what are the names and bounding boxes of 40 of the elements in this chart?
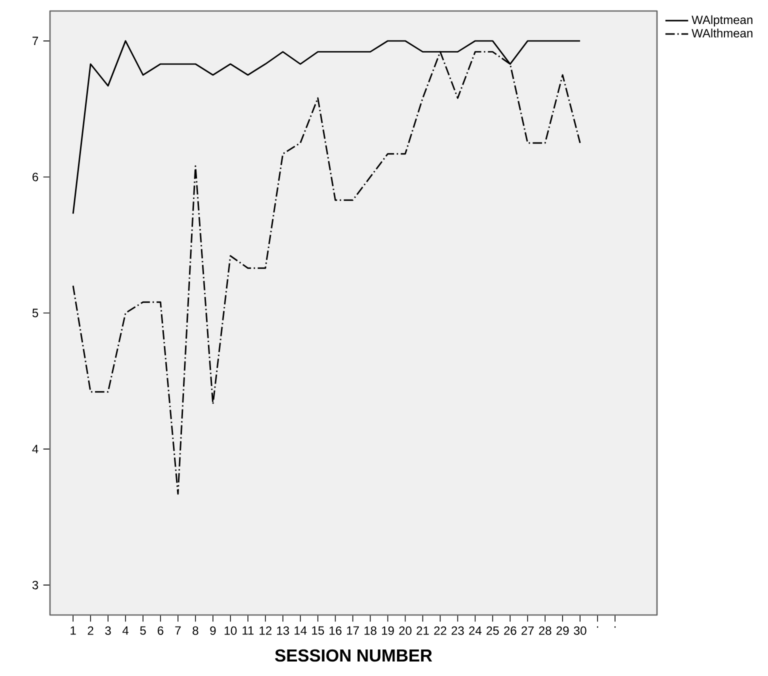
x-tick-label: 8	[192, 626, 198, 635]
x-tick-label: 30	[574, 626, 586, 635]
x-tick-label: 29	[556, 626, 569, 635]
x-tick-label: 15	[312, 626, 324, 635]
x-tick-label: 3	[105, 626, 111, 635]
x-tick-label: 22	[434, 626, 446, 635]
x-tick-label: 16	[330, 626, 342, 635]
x-tick-label: 2	[88, 626, 94, 635]
x-tick-label: 9	[210, 626, 216, 635]
x-axis-title: SESSION NUMBER	[275, 649, 432, 662]
y-tick-label: 3	[32, 580, 38, 590]
x-tick-label: 27	[522, 626, 534, 635]
x-tick-label: 4	[122, 626, 129, 635]
x-tick-label: 11	[242, 626, 254, 635]
x-tick-label: 5	[140, 626, 146, 635]
x-tick-label: 25	[486, 626, 499, 635]
x-tick-label: 24	[469, 626, 482, 635]
x-tick-label: .	[596, 626, 598, 628]
x-tick-label: 12	[260, 626, 272, 635]
x-tick-label: .	[614, 626, 616, 628]
legend-label: WAlptmean	[692, 15, 752, 26]
x-tick-label: 1	[70, 626, 76, 635]
x-tick-label: 14	[294, 626, 307, 635]
y-tick-label: 7	[32, 36, 38, 46]
x-tick-label: 20	[399, 626, 412, 635]
y-tick-label: 5	[32, 308, 38, 318]
legend-label: WAlthmean	[692, 28, 752, 38]
y-tick-label: 4	[32, 444, 38, 454]
x-tick-label: 26	[504, 626, 516, 635]
x-tick-label: 10	[224, 626, 237, 635]
y-tick-label: 6	[32, 172, 38, 182]
x-tick-label: 19	[382, 626, 394, 635]
x-tick-label: 6	[158, 626, 164, 635]
x-tick-label: 18	[364, 626, 376, 635]
x-tick-label: 17	[347, 626, 359, 635]
x-tick-label: 23	[452, 626, 464, 635]
x-tick-label: 28	[539, 626, 552, 635]
x-tick-label: 13	[277, 626, 290, 635]
x-tick-label: 21	[416, 626, 429, 635]
x-tick-label: 7	[175, 626, 181, 635]
